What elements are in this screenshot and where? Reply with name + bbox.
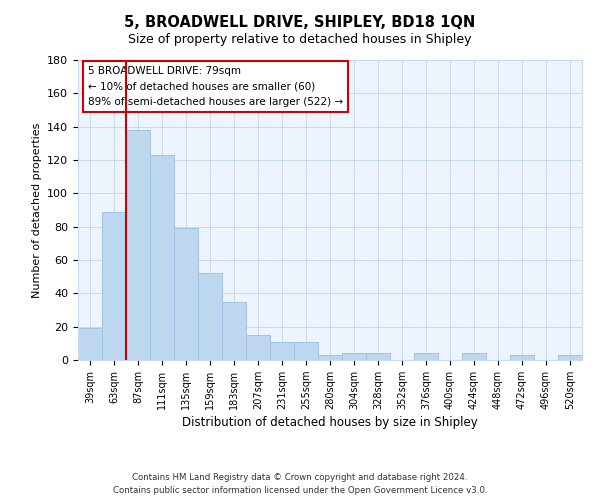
Text: Size of property relative to detached houses in Shipley: Size of property relative to detached ho… xyxy=(128,32,472,46)
Bar xyxy=(366,354,390,360)
Y-axis label: Number of detached properties: Number of detached properties xyxy=(32,122,41,298)
Bar xyxy=(78,328,102,360)
Bar xyxy=(126,130,150,360)
Bar xyxy=(102,212,126,360)
Bar xyxy=(414,354,438,360)
Bar xyxy=(270,342,294,360)
Bar xyxy=(318,355,342,360)
Bar xyxy=(198,274,222,360)
Text: Contains HM Land Registry data © Crown copyright and database right 2024.
Contai: Contains HM Land Registry data © Crown c… xyxy=(113,474,487,495)
Text: 5, BROADWELL DRIVE, SHIPLEY, BD18 1QN: 5, BROADWELL DRIVE, SHIPLEY, BD18 1QN xyxy=(124,15,476,30)
Bar xyxy=(510,355,534,360)
Text: 5 BROADWELL DRIVE: 79sqm
← 10% of detached houses are smaller (60)
89% of semi-d: 5 BROADWELL DRIVE: 79sqm ← 10% of detach… xyxy=(88,66,343,107)
Bar xyxy=(462,354,486,360)
Bar xyxy=(174,228,198,360)
Bar xyxy=(222,302,246,360)
Bar xyxy=(342,354,366,360)
Bar xyxy=(150,155,174,360)
Bar xyxy=(294,342,318,360)
Bar xyxy=(558,355,582,360)
X-axis label: Distribution of detached houses by size in Shipley: Distribution of detached houses by size … xyxy=(182,416,478,429)
Bar xyxy=(246,335,270,360)
